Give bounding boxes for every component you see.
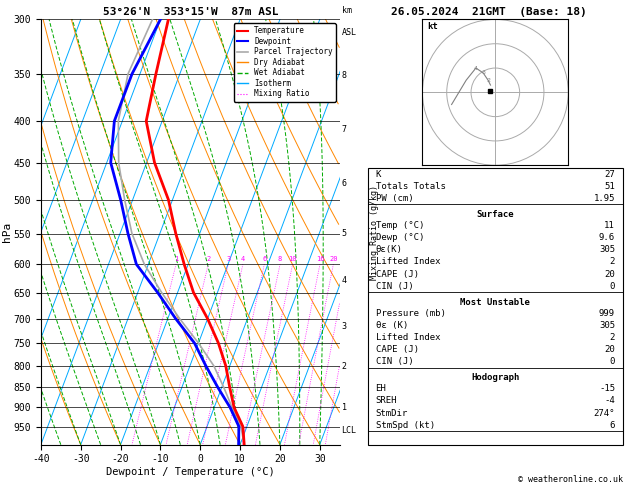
Text: 20: 20 — [604, 345, 615, 354]
Text: 3: 3 — [481, 70, 485, 75]
Text: km: km — [342, 6, 352, 15]
Text: 1: 1 — [174, 256, 178, 262]
Text: 3: 3 — [226, 256, 230, 262]
Text: θε(K): θε(K) — [376, 245, 403, 254]
Text: -4: -4 — [604, 397, 615, 405]
Text: 20: 20 — [329, 256, 338, 262]
Text: 8: 8 — [278, 256, 282, 262]
Text: Hodograph: Hodograph — [471, 373, 520, 382]
Text: 6: 6 — [342, 179, 347, 188]
Text: 53°26'N  353°15'W  87m ASL: 53°26'N 353°15'W 87m ASL — [103, 7, 278, 17]
Text: 2: 2 — [610, 258, 615, 266]
Text: Temp (°C): Temp (°C) — [376, 221, 424, 230]
Text: 4: 4 — [474, 66, 478, 70]
Text: ASL: ASL — [342, 28, 357, 37]
Text: 4: 4 — [241, 256, 245, 262]
Text: 305: 305 — [599, 245, 615, 254]
Text: 11: 11 — [604, 221, 615, 230]
Text: 1.95: 1.95 — [594, 194, 615, 203]
Text: Mixing Ratio (g/kg): Mixing Ratio (g/kg) — [370, 185, 379, 279]
Text: PW (cm): PW (cm) — [376, 194, 413, 203]
Y-axis label: hPa: hPa — [2, 222, 12, 242]
Text: 999: 999 — [599, 309, 615, 318]
Text: 2: 2 — [610, 333, 615, 342]
X-axis label: Dewpoint / Temperature (°C): Dewpoint / Temperature (°C) — [106, 467, 275, 477]
Text: 2: 2 — [206, 256, 210, 262]
Text: 20: 20 — [604, 270, 615, 278]
Text: 2: 2 — [342, 362, 347, 371]
Text: 6: 6 — [610, 421, 615, 430]
Text: 2: 2 — [486, 78, 490, 83]
Text: 0: 0 — [610, 357, 615, 366]
Text: 3: 3 — [342, 322, 347, 330]
Text: -15: -15 — [599, 384, 615, 393]
Text: 5: 5 — [342, 229, 347, 238]
Text: 51: 51 — [604, 182, 615, 191]
Text: kt: kt — [427, 22, 438, 31]
Text: CIN (J): CIN (J) — [376, 282, 413, 291]
Text: Lifted Index: Lifted Index — [376, 333, 440, 342]
Text: 4: 4 — [342, 276, 347, 285]
Text: 27: 27 — [604, 170, 615, 178]
Text: K: K — [376, 170, 381, 178]
Text: Most Unstable: Most Unstable — [460, 297, 530, 307]
Text: 8: 8 — [342, 71, 347, 80]
Text: 26.05.2024  21GMT  (Base: 18): 26.05.2024 21GMT (Base: 18) — [391, 7, 587, 17]
Text: 7: 7 — [342, 125, 347, 134]
Text: 16: 16 — [316, 256, 324, 262]
Legend: Temperature, Dewpoint, Parcel Trajectory, Dry Adiabat, Wet Adiabat, Isotherm, Mi: Temperature, Dewpoint, Parcel Trajectory… — [233, 23, 336, 102]
Text: © weatheronline.co.uk: © weatheronline.co.uk — [518, 474, 623, 484]
Text: EH: EH — [376, 384, 386, 393]
Text: SREH: SREH — [376, 397, 397, 405]
Text: Lifted Index: Lifted Index — [376, 258, 440, 266]
Text: StmDir: StmDir — [376, 409, 408, 417]
Text: 0: 0 — [610, 282, 615, 291]
Text: StmSpd (kt): StmSpd (kt) — [376, 421, 435, 430]
Text: LCL: LCL — [342, 426, 357, 435]
Text: Surface: Surface — [477, 210, 514, 219]
Text: CIN (J): CIN (J) — [376, 357, 413, 366]
Text: 6: 6 — [262, 256, 267, 262]
Text: 305: 305 — [599, 321, 615, 330]
Text: Pressure (mb): Pressure (mb) — [376, 309, 445, 318]
Text: Totals Totals: Totals Totals — [376, 182, 445, 191]
Text: CAPE (J): CAPE (J) — [376, 270, 419, 278]
Text: CAPE (J): CAPE (J) — [376, 345, 419, 354]
Text: θε (K): θε (K) — [376, 321, 408, 330]
Text: 1: 1 — [342, 403, 347, 412]
Text: 10: 10 — [288, 256, 297, 262]
Text: 9.6: 9.6 — [599, 233, 615, 242]
Text: Dewp (°C): Dewp (°C) — [376, 233, 424, 242]
Text: 274°: 274° — [594, 409, 615, 417]
